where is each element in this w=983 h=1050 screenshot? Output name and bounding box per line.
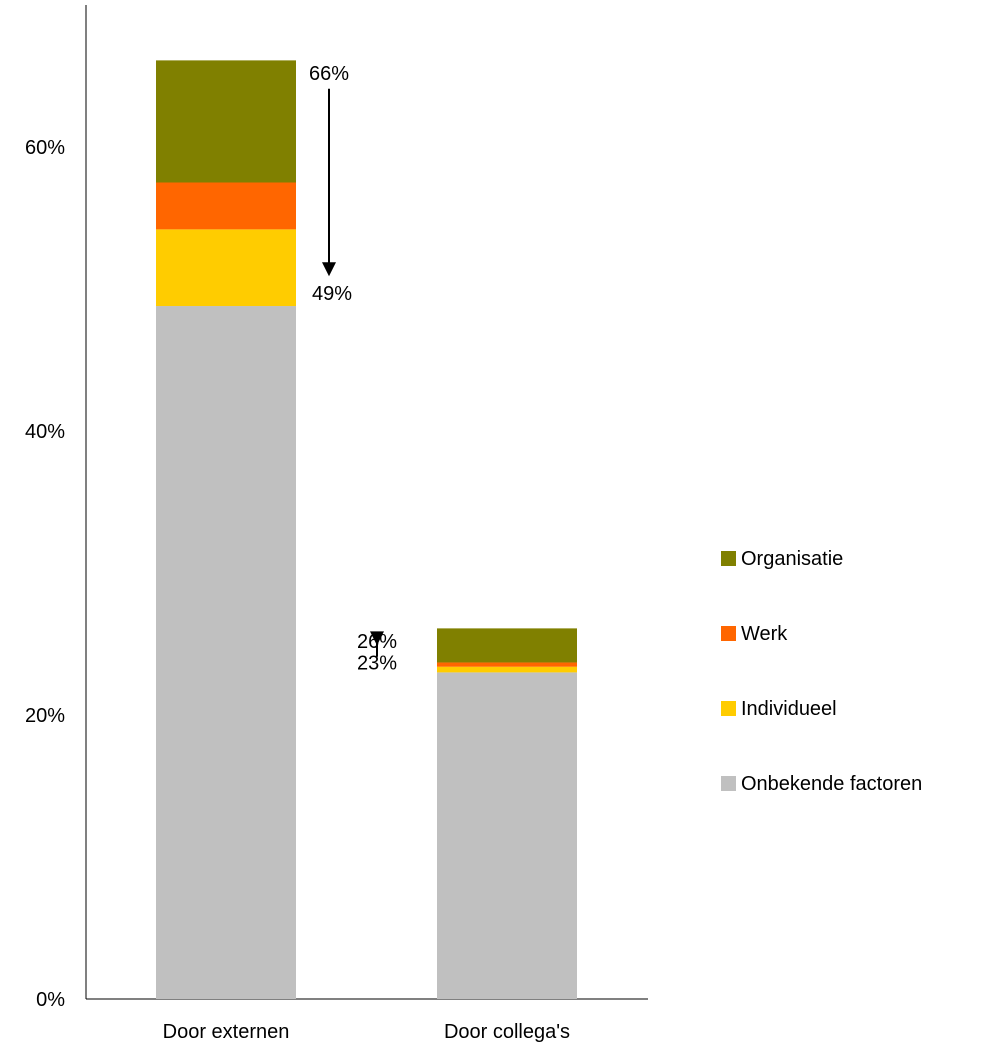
bar-segment xyxy=(156,182,296,230)
change-annotation: 26%23% xyxy=(357,631,397,675)
bar-segment xyxy=(437,672,577,999)
y-tick-label: 0% xyxy=(36,989,65,1011)
legend-label: Onbekende factoren xyxy=(741,773,922,795)
y-tick-label: 60% xyxy=(25,137,65,159)
x-axis: Door externen Door collega's xyxy=(86,998,648,1043)
y-axis: 0% 20% 40% 60% xyxy=(25,5,87,1011)
legend-swatch xyxy=(721,701,736,716)
bar-segment xyxy=(437,628,577,663)
legend-item: Organisatie xyxy=(721,548,843,570)
legend-swatch xyxy=(721,776,736,791)
bar-segment xyxy=(437,662,577,667)
bar-segment xyxy=(437,666,577,673)
annotation-to-label: 23% xyxy=(357,652,397,674)
annotation-from-label: 26% xyxy=(357,631,397,653)
y-tick-label: 40% xyxy=(25,421,65,443)
legend-swatch xyxy=(721,551,736,566)
annotation-from-label: 66% xyxy=(309,63,349,85)
bar-segment xyxy=(156,60,296,183)
annotation-to-label: 49% xyxy=(312,283,352,305)
legend-swatch xyxy=(721,626,736,641)
arrow-head xyxy=(322,262,336,277)
bar-segment xyxy=(156,306,296,999)
legend-item: Onbekende factoren xyxy=(721,773,922,795)
x-category-label: Door collega's xyxy=(444,1021,570,1043)
legend-item: Werk xyxy=(721,623,788,645)
legend-label: Individueel xyxy=(741,698,837,720)
arrow-head xyxy=(370,631,384,646)
bar-segment xyxy=(156,229,296,307)
legend-label: Organisatie xyxy=(741,548,843,570)
legend-label: Werk xyxy=(741,623,788,645)
change-annotation: 66% 49% xyxy=(309,63,352,305)
change-annotations: 66% 49% 26%23% xyxy=(309,63,397,675)
x-category-label: Door externen xyxy=(163,1021,290,1043)
y-tick-label: 20% xyxy=(25,705,65,727)
bar-stacks xyxy=(156,60,577,999)
legend-item: Individueel xyxy=(721,698,837,720)
legend: Organisatie Werk Individueel Onbekende fact… xyxy=(721,548,922,795)
